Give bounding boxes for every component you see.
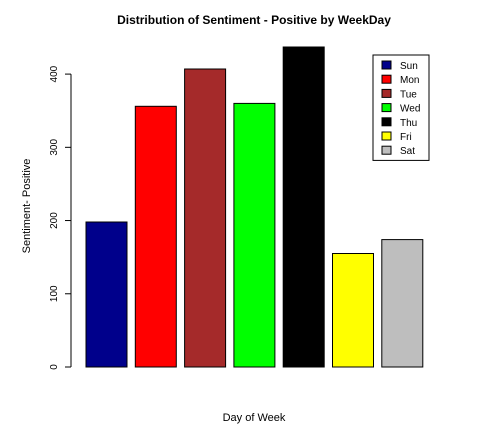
bar-fri <box>332 253 374 368</box>
legend: Sun Mon Tue Wed Thu Fri Sat <box>372 54 430 161</box>
legend-label-sat: Sat <box>400 146 415 157</box>
legend-label-wed: Wed <box>400 104 420 115</box>
y-tick-label: 300 <box>49 139 60 156</box>
legend-swatch-thu <box>381 117 392 127</box>
legend-label-mon: Mon <box>400 75 419 86</box>
bar-thu <box>282 46 325 368</box>
legend-swatch-mon <box>381 74 392 84</box>
bar-mon <box>134 105 177 368</box>
bar-sat <box>381 239 424 368</box>
legend-swatch-sat <box>381 145 392 155</box>
y-tick-label: 200 <box>49 212 60 229</box>
y-axis-label: Sentiment- Positive <box>21 159 33 254</box>
legend-label-thu: Thu <box>400 118 417 129</box>
y-axis-ticks: 0 100 200 300 400 <box>49 65 71 370</box>
y-tick-label: 400 <box>49 65 60 82</box>
chart-title: Distribution of Sentiment - Positive by … <box>117 13 391 27</box>
legend-label-sun: Sun <box>400 61 418 72</box>
legend-swatch-fri <box>381 131 392 141</box>
legend-swatch-sun <box>381 60 392 70</box>
legend-label-tue: Tue <box>400 89 417 100</box>
bars <box>85 46 424 368</box>
legend-swatch-tue <box>381 88 392 98</box>
bar-sun <box>85 221 128 368</box>
bar-tue <box>184 68 227 368</box>
y-tick-label: 100 <box>49 285 60 302</box>
x-axis-label: Day of Week <box>223 412 286 424</box>
legend-label-fri: Fri <box>400 132 412 143</box>
y-tick-label: 0 <box>49 364 60 370</box>
legend-swatch-wed <box>381 103 392 113</box>
bar-wed <box>233 102 276 368</box>
